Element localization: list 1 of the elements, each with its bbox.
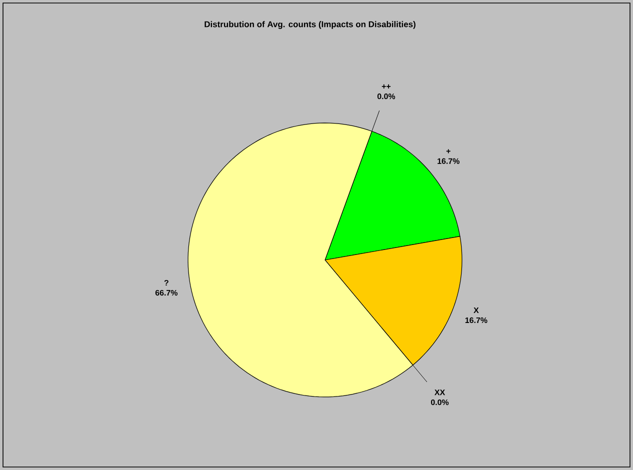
chart-title: Distrubution of Avg. counts (Impacts on Disabilities) xyxy=(204,21,416,29)
